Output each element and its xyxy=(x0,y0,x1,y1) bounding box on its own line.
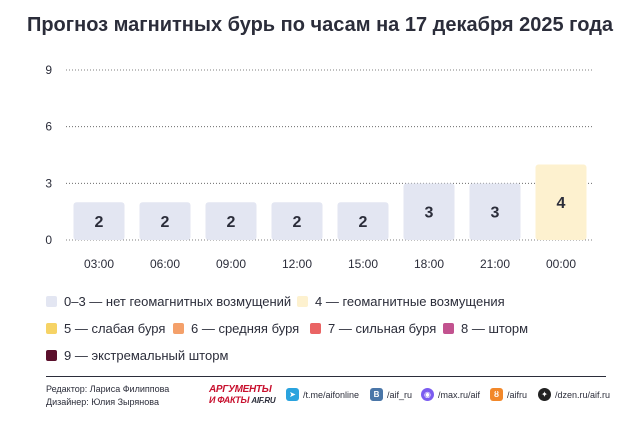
bar-value-label: 2 xyxy=(161,214,170,231)
legend-swatch xyxy=(443,323,454,334)
social-label: /dzen.ru/aif.ru xyxy=(555,389,611,400)
bar-value-label: 2 xyxy=(95,214,104,231)
legend-swatch xyxy=(46,350,57,361)
legend-label: 6 — средняя буря xyxy=(191,321,300,336)
legend-label: 4 — геомагнитные возмущения xyxy=(315,294,505,309)
bar-value-label: 3 xyxy=(491,205,500,222)
x-tick-label: 12:00 xyxy=(282,257,312,271)
telegram-icon: ➤ xyxy=(286,388,299,401)
social-ok[interactable]: ȣ /aifru xyxy=(490,388,527,401)
editor-credit: Редактор: Лариса Филиппова xyxy=(46,384,170,394)
bar-value-label: 2 xyxy=(359,214,368,231)
bar-value-label: 2 xyxy=(227,214,236,231)
legend-label: 0–3 — нет геомагнитных возмущений xyxy=(64,294,292,309)
legend-item-9: 9 — экстремальный шторм xyxy=(46,348,228,363)
social-telegram[interactable]: ➤ /t.me/aifonline xyxy=(286,388,359,401)
logo-line-2: И ФАКТЫ xyxy=(209,395,250,405)
bar xyxy=(337,202,389,240)
legend-label: 8 — шторм xyxy=(461,321,529,336)
legend-item-0-3: 0–3 — нет геомагнитных возмущений xyxy=(46,294,291,309)
page-title: Прогноз магнитных бурь по часам на 17 де… xyxy=(26,14,614,36)
legend-item-5: 5 — слабая буря xyxy=(46,321,165,336)
designer-credit: Дизайнер: Юлия Зырянова xyxy=(46,397,159,407)
legend-swatch xyxy=(297,296,308,307)
social-label: /max.ru/aif xyxy=(438,389,481,400)
legend-label: 5 — слабая буря xyxy=(64,321,166,336)
legend-swatch xyxy=(46,323,57,334)
social-label: /aifru xyxy=(507,389,528,400)
y-tick-label: 0 xyxy=(45,233,52,247)
y-tick-label: 9 xyxy=(45,63,52,77)
legend-item-8: 8 — шторм xyxy=(443,321,528,336)
bar xyxy=(469,183,521,240)
y-tick-label: 3 xyxy=(45,176,52,190)
social-dzen[interactable]: ✦ /dzen.ru/aif.ru xyxy=(538,388,610,401)
ok-icon: ȣ xyxy=(490,388,503,401)
x-tick-label: 15:00 xyxy=(348,257,378,271)
social-label: /aif_ru xyxy=(387,389,413,400)
x-tick-label: 21:00 xyxy=(480,257,510,271)
bar-value-label: 2 xyxy=(293,214,302,231)
legend-swatch xyxy=(46,296,57,307)
footer-divider xyxy=(46,376,606,377)
bar xyxy=(271,202,323,240)
bar xyxy=(139,202,191,240)
x-tick-label: 06:00 xyxy=(150,257,180,271)
x-tick-label: 18:00 xyxy=(414,257,444,271)
logo-line-1: АРГУМЕНТЫ xyxy=(209,384,272,395)
social-label: /t.me/aifonline xyxy=(303,389,360,400)
logo-domain: AIF.RU xyxy=(251,396,276,405)
legend-swatch xyxy=(310,323,321,334)
bar-value-label: 4 xyxy=(557,195,566,212)
legend-label: 9 — экстремальный шторм xyxy=(64,348,229,363)
bar-chart: 0 3 6 9 2 03:00 2 06:00 2 09:00 2 12:00 2 15:00 3 18:00… xyxy=(45,63,594,271)
vk-icon: В xyxy=(370,388,383,401)
aif-logo[interactable]: АРГУМЕНТЫ И ФАКТЫ AIF.RU xyxy=(209,385,277,407)
credits: Редактор: Лариса Филиппова Дизайнер: Юли… xyxy=(46,383,169,409)
bar xyxy=(205,202,257,240)
x-tick-label: 00:00 xyxy=(546,257,576,271)
dzen-icon: ✦ xyxy=(538,388,551,401)
bar xyxy=(403,183,455,240)
social-max[interactable]: ◉ /max.ru/aif xyxy=(421,388,480,401)
legend-item-4: 4 — геомагнитные возмущения xyxy=(297,294,505,309)
max-icon: ◉ xyxy=(421,388,434,401)
x-tick-label: 03:00 xyxy=(84,257,114,271)
bar-value-label: 3 xyxy=(425,205,434,222)
legend-swatch xyxy=(173,323,184,334)
social-vk[interactable]: В /aif_ru xyxy=(370,388,412,401)
bar xyxy=(535,164,587,240)
y-tick-label: 6 xyxy=(45,120,52,134)
bar xyxy=(73,202,125,240)
legend-label: 7 — сильная буря xyxy=(328,321,437,336)
x-tick-label: 09:00 xyxy=(216,257,246,271)
legend-item-6: 6 — средняя буря xyxy=(173,321,299,336)
legend-item-7: 7 — сильная буря xyxy=(310,321,436,336)
